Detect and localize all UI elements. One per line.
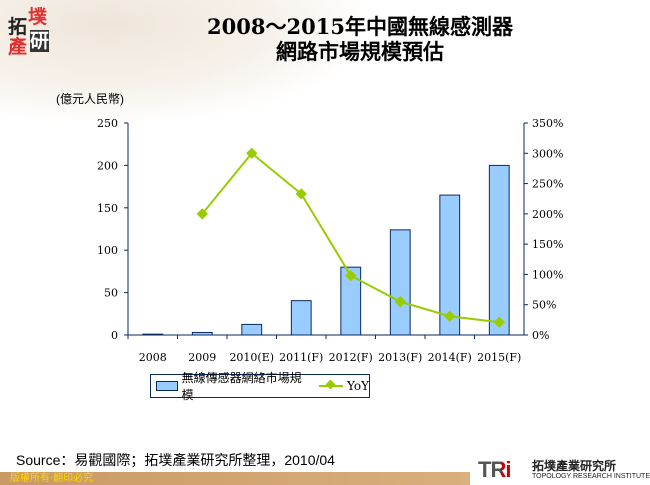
source-note: Source：易觀國際；拓墣產業研究所整理，2010/04 xyxy=(16,452,335,468)
chart-title: 2008～2015年中國無線感測器 網路市場規模預估 xyxy=(120,14,600,64)
logo-char: 研 xyxy=(30,30,50,52)
yoy-point xyxy=(295,188,307,200)
bar xyxy=(488,164,510,336)
legend-line-marker-icon xyxy=(319,379,343,390)
legend-bar-swatch xyxy=(156,381,178,391)
right-tick-label: 50% xyxy=(532,299,556,312)
logo-char: 產 xyxy=(8,36,28,58)
tri-logo-chinese: 拓墣產業研究所 xyxy=(532,459,617,473)
x-tick-label: 2014(F) xyxy=(428,351,472,364)
tri-logo-english: TOPOLOGY RESEARCH INSTITUTE xyxy=(532,473,650,480)
yoy-point xyxy=(493,316,505,328)
right-tick-label: 0% xyxy=(532,329,549,342)
x-tick-label: 2010(E) xyxy=(229,351,274,364)
bar xyxy=(290,300,312,336)
left-tick-label: 200 xyxy=(97,159,118,172)
legend: 無線傳感器網絡市場規模 YoY xyxy=(150,371,370,402)
x-tick-label: 2008 xyxy=(139,351,167,364)
yoy-point xyxy=(246,147,258,159)
chart: 0 50 100 150 200 250 0% 50% 100% 150% 200% 250% 300%… xyxy=(97,117,563,364)
x-tick-label: 2015(F) xyxy=(477,351,521,364)
left-axis-unit: (億元人民幣) xyxy=(56,92,124,106)
title-line-1: 2008～2015年中國無線感測器 xyxy=(207,14,513,39)
legend-line-label: YoY xyxy=(346,379,369,393)
x-tick-label: 2011(F) xyxy=(279,351,323,364)
legend-bar-label: 無線傳感器網絡市場規模 xyxy=(181,371,302,402)
left-tick-label: 50 xyxy=(104,287,118,300)
copyright: 版權所有‧翻印必究 xyxy=(10,473,94,484)
right-tick-label: 100% xyxy=(532,268,563,281)
left-tick-label: 100 xyxy=(97,244,118,257)
yoy-point xyxy=(196,208,208,220)
logo-char: 墣 xyxy=(28,6,48,28)
tri-logo: TRi 拓墣產業研究所 TOPOLOGY RESEARCH INSTITUTE xyxy=(470,455,650,485)
left-tick-label: 150 xyxy=(97,202,118,215)
right-tick-label: 250% xyxy=(532,178,563,191)
yoy-point xyxy=(345,269,357,282)
yoy-point xyxy=(394,296,406,308)
background-map xyxy=(0,0,360,120)
x-tick-label: 2013(F) xyxy=(378,351,422,364)
x-tick-label: 2009 xyxy=(188,351,216,364)
bar xyxy=(241,323,263,336)
right-tick-label: 300% xyxy=(532,147,563,160)
right-tick-label: 200% xyxy=(532,208,563,221)
logo-char: 拓 xyxy=(8,16,28,38)
left-tick-label: 0 xyxy=(111,329,118,342)
x-tick-label: 2012(F) xyxy=(329,351,373,364)
right-tick-label: 350% xyxy=(532,117,563,130)
logo: 拓 墣 產 研 xyxy=(8,6,50,58)
left-tick-label: 250 xyxy=(97,117,118,130)
yoy-point xyxy=(444,310,456,322)
bar xyxy=(389,229,411,336)
right-tick-label: 150% xyxy=(532,238,563,251)
tri-logo-mark: TRi xyxy=(478,457,511,482)
title-line-2: 網路市場規模預估 xyxy=(276,39,444,64)
